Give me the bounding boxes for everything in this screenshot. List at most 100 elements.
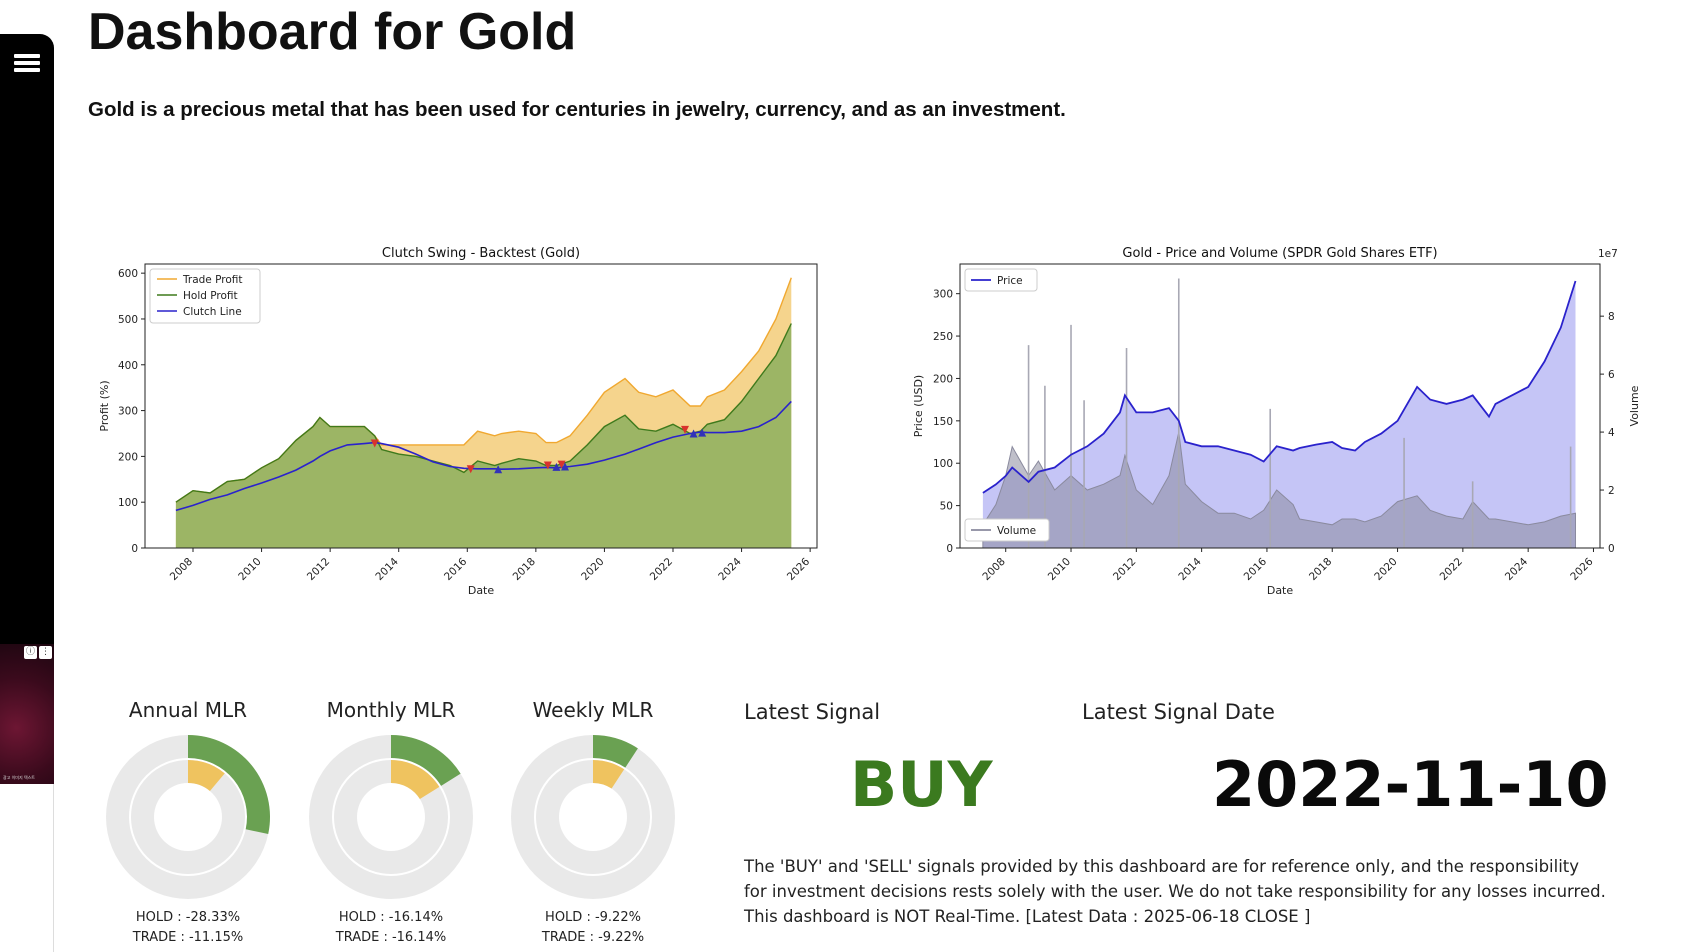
gauge-ring-separator xyxy=(534,758,652,876)
gauge-ring-separator xyxy=(332,758,450,876)
price-line xyxy=(982,280,1577,494)
plot-frame xyxy=(959,263,1601,549)
y-tick-label: 400 xyxy=(118,360,138,372)
x-tick-label: 2024 xyxy=(1503,555,1531,583)
sidebar xyxy=(0,34,54,644)
ad-caption: 광고 이미지 텍스트 xyxy=(3,775,35,780)
y2-tick-label: 4 xyxy=(1608,427,1615,439)
legend-label: Hold Profit xyxy=(183,290,238,302)
y-tick-label: 100 xyxy=(933,458,953,470)
x-tick-label: 2014 xyxy=(373,555,401,583)
gauge-trade-arc xyxy=(391,760,440,800)
gauge-hold-arc xyxy=(593,735,638,768)
x-tick-label: 2020 xyxy=(579,556,606,583)
gauge-title: Monthly MLR xyxy=(326,698,456,722)
y2-tick-label: 2 xyxy=(1608,485,1615,497)
gauge-center xyxy=(154,783,222,851)
disclaimer-line: The 'BUY' and 'SELL' signals provided by… xyxy=(744,857,1580,876)
y-tick-label: 100 xyxy=(118,497,138,509)
x-tick-label: 2020 xyxy=(1372,556,1399,583)
x-tick-label: 2022 xyxy=(648,556,675,583)
legend-label: Clutch Line xyxy=(183,306,242,318)
x-tick-label: 2010 xyxy=(236,556,263,583)
legend-box xyxy=(964,268,1038,292)
y-tick-label: 150 xyxy=(933,416,953,428)
gauge-trade-text: TRADE : -11.15% xyxy=(132,930,244,945)
y-axis-label: Price (USD) xyxy=(912,375,925,437)
y2-scale-label: 1e7 xyxy=(1598,248,1618,260)
buy-marker xyxy=(689,429,698,438)
donut-gauge xyxy=(106,735,270,899)
y2-tick-label: 6 xyxy=(1608,369,1615,381)
gauge-hold-text: HOLD : -9.22% xyxy=(545,910,641,925)
volume-area xyxy=(982,431,1577,549)
x-tick-label: 2024 xyxy=(716,555,744,583)
plot-frame xyxy=(144,263,818,549)
sidebar-divider xyxy=(53,644,54,952)
legend-label: Price xyxy=(997,275,1023,287)
gauge-center xyxy=(559,783,627,851)
gauge-center xyxy=(357,783,425,851)
ad-thumbnail[interactable]: ⓘ ⋮ 광고 이미지 텍스트 xyxy=(0,644,54,784)
chart-title: Gold - Price and Volume (SPDR Gold Share… xyxy=(1122,246,1437,261)
backtest-chart: Clutch Swing - Backtest (Gold) 2008 2010 20… xyxy=(98,246,818,597)
gauge-title: Annual MLR xyxy=(128,698,248,722)
y2-tick-label: 8 xyxy=(1608,311,1615,323)
y-tick-label: 50 xyxy=(940,501,953,513)
more-options-icon[interactable]: ⋮ xyxy=(39,646,52,659)
sell-marker xyxy=(557,460,566,469)
x-tick-label: 2012 xyxy=(305,556,332,583)
buy-marker xyxy=(561,462,569,471)
chart-title: Clutch Swing - Backtest (Gold) xyxy=(382,246,580,261)
gauge-hold-arc xyxy=(391,735,461,786)
legend: Trade Profit Hold Profit Clutch Line xyxy=(149,268,261,324)
hamburger-menu-icon[interactable] xyxy=(14,54,40,74)
y-tick-label: 200 xyxy=(933,373,953,385)
gauge-weekly-mlr: Weekly MLR HOLD : -9.22% TRADE : -9.22% xyxy=(493,698,693,948)
y-tick-label: 500 xyxy=(118,314,138,326)
y-tick-label: 200 xyxy=(118,451,138,463)
legend-box xyxy=(964,518,1050,542)
x-tick-label: 2016 xyxy=(442,555,470,583)
x-tick-label: 2014 xyxy=(1176,555,1204,583)
buy-marker xyxy=(698,428,707,437)
x-tick-label: 2026 xyxy=(785,555,813,583)
y-tick-label: 300 xyxy=(933,289,953,301)
sell-marker xyxy=(466,465,475,474)
legend-box xyxy=(149,268,261,324)
y-axis-label: Profit (%) xyxy=(98,380,111,431)
disclaimer: The 'BUY' and 'SELL' signals provided by… xyxy=(744,854,1644,929)
x-tick-label: 2008 xyxy=(168,556,195,583)
gauge-hold-text: HOLD : -28.33% xyxy=(135,910,241,925)
sell-marker xyxy=(370,439,379,448)
page-subtitle: Gold is a precious metal that has been u… xyxy=(88,98,1066,121)
gauge-trade-text: TRADE : -9.22% xyxy=(541,930,645,945)
gauge-trade-arc xyxy=(188,760,225,792)
y-tick-label: 300 xyxy=(118,406,138,418)
gauge-trade-arc xyxy=(593,760,625,789)
x-tick-label: 2010 xyxy=(1046,556,1073,583)
legend-volume: Volume xyxy=(964,518,1050,542)
y-tick-label: 250 xyxy=(933,331,953,343)
y-tick-label: 0 xyxy=(131,543,138,555)
disclaimer-line: This dashboard is NOT Real-Time. [Latest… xyxy=(744,907,1311,926)
gauge-hold-arc xyxy=(188,735,270,835)
gauge-title: Weekly MLR xyxy=(532,698,654,722)
legend-label: Trade Profit xyxy=(182,274,242,286)
gauge-trade-text: TRADE : -16.14% xyxy=(335,930,447,945)
gauge-hold-text: HOLD : -16.14% xyxy=(338,910,444,925)
info-icon[interactable]: ⓘ xyxy=(24,646,37,659)
buy-marker xyxy=(552,462,561,471)
donut-gauge xyxy=(309,735,473,899)
buy-marker xyxy=(494,465,503,474)
x-tick-label: 2012 xyxy=(1111,556,1138,583)
x-axis-label: Date xyxy=(468,584,495,597)
latest-signal-date-label: Latest Signal Date xyxy=(1082,700,1275,724)
x-tick-label: 2018 xyxy=(511,556,538,583)
latest-signal-value: BUY xyxy=(850,748,993,821)
legend-label: Volume xyxy=(997,525,1036,537)
hold-profit-area xyxy=(175,323,792,548)
gauge-ring-separator xyxy=(129,758,247,876)
x-tick-label: 2026 xyxy=(1568,555,1596,583)
disclaimer-line: for investment decisions rests solely wi… xyxy=(744,882,1606,901)
